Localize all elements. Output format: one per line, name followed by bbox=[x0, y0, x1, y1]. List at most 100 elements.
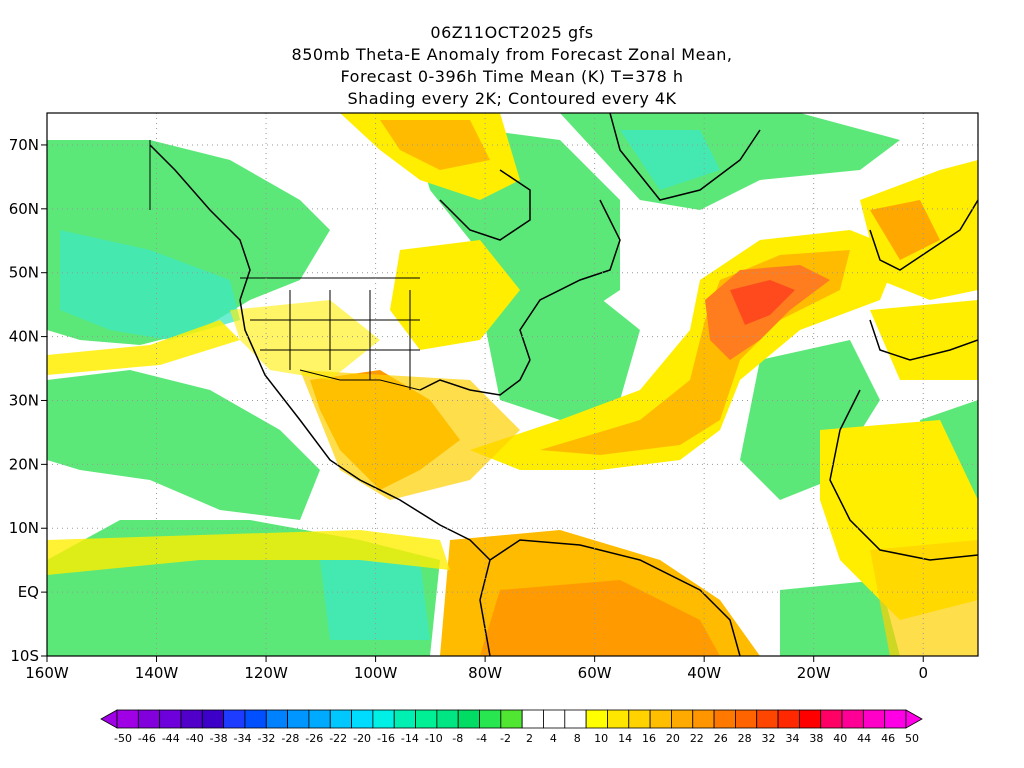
colorbar-label: 38 bbox=[809, 732, 823, 745]
colorbar: -50 -46 -44 -40 -38 -34 -32 -28 -26 -22 -20 -16 -14-… bbox=[100, 709, 923, 745]
colorbar-swatch bbox=[841, 709, 864, 729]
graticule bbox=[47, 113, 978, 656]
coast-africa bbox=[829, 389, 978, 561]
colorbar-swatch bbox=[798, 709, 822, 729]
colorbar-label: -40 bbox=[186, 732, 204, 745]
colorbar-label: -10 bbox=[425, 732, 443, 745]
colorbar-swatch bbox=[543, 709, 566, 729]
tick-label-lat: 70N bbox=[9, 136, 39, 154]
colorbar-swatch bbox=[180, 709, 203, 729]
shade-greatplains-yellow bbox=[390, 240, 520, 350]
colorbar-swatch bbox=[692, 709, 715, 729]
colorbar-label: -14 bbox=[401, 732, 419, 745]
colorbar-swatch bbox=[500, 709, 523, 729]
colorbar-swatch bbox=[862, 709, 886, 729]
colorbar-swatch bbox=[436, 709, 459, 729]
colorbar-arrow-right bbox=[905, 709, 923, 729]
colorbar-swatch bbox=[735, 709, 758, 729]
colorbar-swatch bbox=[649, 709, 672, 729]
shade-itcz-yellow bbox=[47, 530, 450, 575]
title-line-variable: 850mb Theta-E Anomaly from Forecast Zona… bbox=[291, 45, 733, 64]
colorbar-label: -46 bbox=[138, 732, 156, 745]
colorbar-swatch bbox=[329, 709, 352, 729]
map-frame bbox=[46, 112, 979, 657]
coastlines bbox=[149, 113, 978, 656]
shade-eastpac-deep bbox=[320, 560, 430, 640]
shade-gulfguinea-yellow bbox=[870, 540, 978, 656]
axis-ticks: 160W 140W 120W 100W 80W 60W 40W 20W 0 70N 60N 50N 40… bbox=[9, 136, 928, 682]
colorbar-swatch bbox=[521, 709, 544, 729]
colorbar-label: -38 bbox=[210, 732, 228, 745]
tick-label-lon: 140W bbox=[135, 664, 179, 682]
colorbar-label: -50 bbox=[114, 732, 132, 745]
colorbar-swatch bbox=[308, 709, 331, 729]
colorbar-label: -22 bbox=[329, 732, 347, 745]
colorbar-label: -32 bbox=[257, 732, 275, 745]
tick-label-lon: 0 bbox=[918, 664, 928, 682]
colorbar-swatch bbox=[137, 709, 161, 729]
shade-subtropic-pacific bbox=[47, 370, 320, 520]
tick-label-lat: 10S bbox=[10, 647, 39, 665]
colorbar-swatch bbox=[564, 709, 587, 729]
colorbar-swatch bbox=[201, 709, 225, 729]
shade-europe-orange bbox=[870, 200, 940, 260]
tick-label-lon: 20W bbox=[797, 664, 831, 682]
colorbar-label: -2 bbox=[500, 732, 511, 745]
colorbar-label: 14 bbox=[618, 732, 632, 745]
coast-samerica-west bbox=[479, 559, 491, 656]
coast-europe bbox=[869, 199, 978, 271]
colorbar-label: 22 bbox=[690, 732, 704, 745]
colorbar-label: 20 bbox=[666, 732, 680, 745]
shade-iberia-yellow bbox=[870, 300, 978, 380]
colorbar-label: 46 bbox=[881, 732, 895, 745]
colorbar-swatch bbox=[585, 709, 608, 729]
colorbar-swatch bbox=[457, 709, 480, 729]
colorbar-label: 10 bbox=[594, 732, 608, 745]
colorbar-label: -28 bbox=[281, 732, 299, 745]
colorbar-swatch bbox=[884, 709, 907, 729]
coast-hudson bbox=[439, 169, 531, 241]
colorbar-label: 34 bbox=[785, 732, 799, 745]
shade-samerica-hot bbox=[480, 580, 720, 656]
colorbar-swatch bbox=[628, 709, 651, 729]
colorbar-swatch bbox=[777, 709, 800, 729]
tick-label-lat: EQ bbox=[18, 583, 39, 601]
tick-label-lon: 120W bbox=[244, 664, 288, 682]
shade-pacific-cool bbox=[60, 230, 240, 340]
shade-greenland-deep bbox=[620, 130, 720, 190]
colorbar-label: 50 bbox=[905, 732, 919, 745]
title-line-forecast: Forecast 0-396h Time Mean (K) T=378 h bbox=[340, 67, 684, 86]
colorbar-swatch bbox=[244, 709, 267, 729]
tick-label-lon: 60W bbox=[578, 664, 612, 682]
colorbar-swatch bbox=[159, 709, 182, 729]
colorbar-label: 2 bbox=[526, 732, 533, 745]
shade-southatl-cool bbox=[780, 580, 900, 656]
coast-greenland bbox=[609, 113, 761, 201]
colorbar-swatch bbox=[756, 709, 779, 729]
tick-label-lat: 50N bbox=[9, 264, 39, 282]
coast-gulf bbox=[419, 359, 531, 396]
colorbar-label: -4 bbox=[476, 732, 487, 745]
border-states-2 bbox=[250, 319, 420, 351]
shade-atlantic-plume-hot bbox=[730, 280, 795, 325]
tick-label-lat: 40N bbox=[9, 328, 39, 346]
colorbar-label: 40 bbox=[833, 732, 847, 745]
tick-label-lon: 100W bbox=[354, 664, 398, 682]
colorbar-label: 26 bbox=[714, 732, 728, 745]
colorbar-swatch bbox=[607, 709, 630, 729]
colorbar-label: 44 bbox=[857, 732, 871, 745]
colorbar-label: 4 bbox=[550, 732, 557, 745]
colorbar-label: -20 bbox=[353, 732, 371, 745]
colorbar-label: -34 bbox=[234, 732, 252, 745]
border-states-1 bbox=[289, 290, 411, 390]
colorbar-swatch bbox=[479, 709, 502, 729]
colorbar-swatch bbox=[713, 709, 736, 729]
colorbar-swatch bbox=[415, 709, 438, 729]
shade-mexico-yellow bbox=[300, 370, 520, 500]
colorbar-label: -26 bbox=[305, 732, 323, 745]
anomaly-shading bbox=[47, 113, 978, 656]
tick-label-lat: 60N bbox=[9, 200, 39, 218]
colorbar-swatch bbox=[351, 709, 374, 729]
colorbar-label: -16 bbox=[377, 732, 395, 745]
tick-label-lon: 40W bbox=[687, 664, 721, 682]
